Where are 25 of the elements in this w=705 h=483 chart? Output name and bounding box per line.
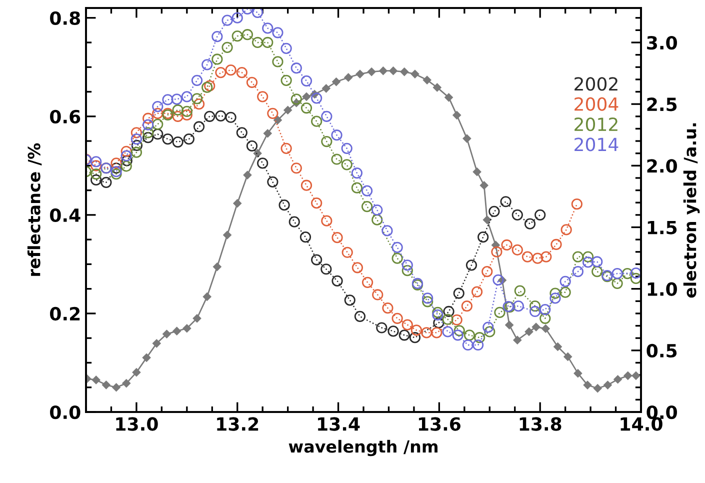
y2-tick-label: 2.0 <box>647 159 677 173</box>
x-tick-label: 14.0 <box>620 417 662 431</box>
y2-tick-label: 0.0 <box>646 405 677 420</box>
x-tick-label: 13.6 <box>418 417 460 431</box>
text: 2002 <box>574 77 618 91</box>
text: 2004 <box>574 97 618 111</box>
y-tick-label: 0.0 <box>50 405 80 420</box>
x-tick-label: 13.2 <box>217 417 258 431</box>
x-tick-label: 13.8 <box>520 417 562 431</box>
y-axis-title: reflectance /% <box>27 143 42 276</box>
y2-tick-label: 2.5 <box>647 98 677 112</box>
text: 2012 <box>574 117 618 132</box>
y2-axis-title: electron yield /a.u. <box>683 123 700 298</box>
y2-tick-label: 3.0 <box>647 36 677 50</box>
y-tick-label: 0.8 <box>50 11 80 25</box>
x-tick-label: 13.4 <box>318 417 360 431</box>
y-tick-label: 0.2 <box>50 306 80 321</box>
y-tick-label: 0.4 <box>50 208 80 222</box>
x-tick-label: 13.0 <box>116 417 158 431</box>
x-axis-title: wavelength /nm <box>288 440 438 456</box>
y2-tick-label: 0.5 <box>646 344 677 358</box>
y2-tick-label: 1.0 <box>648 282 677 296</box>
y-tick-label: 0.6 <box>50 110 80 124</box>
text: 2014 <box>574 138 618 152</box>
y2-tick-label: 1.5 <box>648 220 677 234</box>
